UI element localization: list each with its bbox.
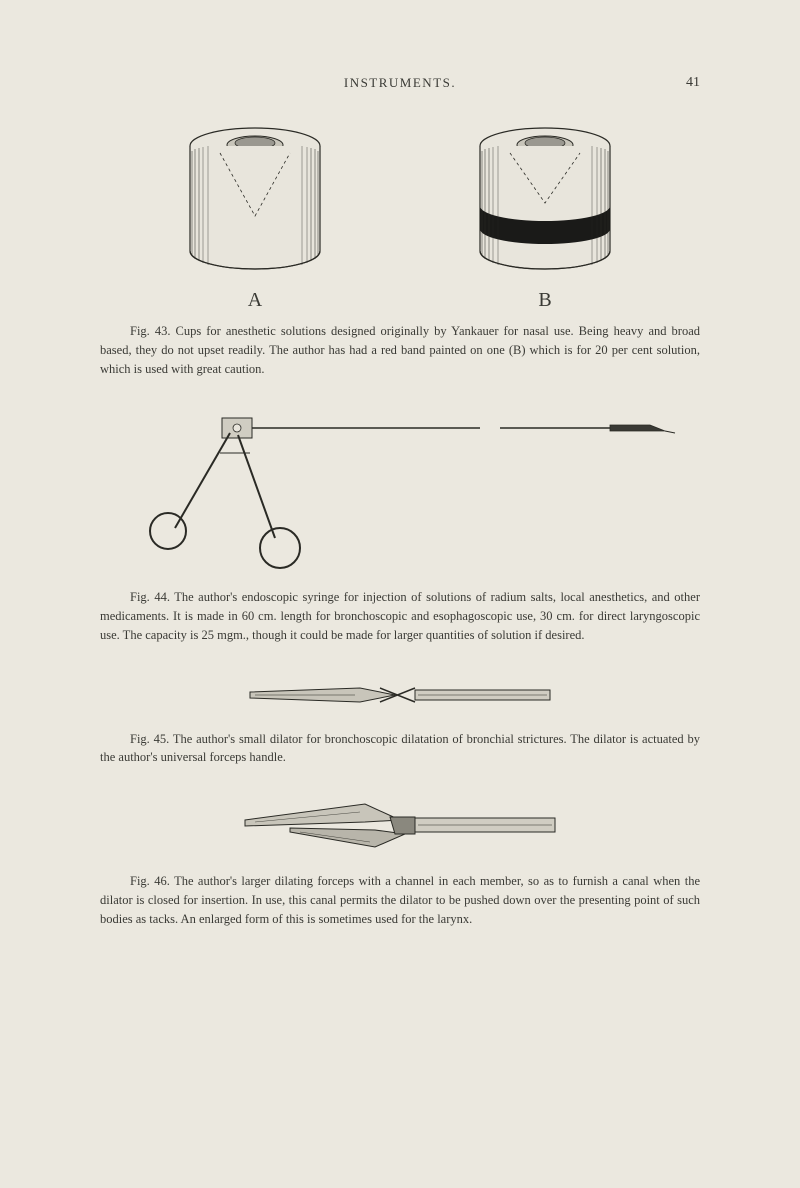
cup-a-label: A <box>248 289 262 312</box>
large-dilator-illustration <box>235 792 565 862</box>
cup-b-illustration <box>455 121 635 281</box>
cup-b-label: B <box>538 289 551 312</box>
page-number: 41 <box>686 75 700 91</box>
cup-a: A <box>165 121 345 312</box>
cup-a-illustration <box>165 121 345 281</box>
caption-44: Fig. 44. The author's endoscopic syringe… <box>100 588 700 644</box>
caption-46: Fig. 46. The author's larger dilating fo… <box>100 872 700 928</box>
header-title: INSTRUMENTS. <box>80 75 720 91</box>
figure-43: A B <box>110 121 690 312</box>
cup-b: B <box>455 121 635 312</box>
figure-45 <box>80 670 720 720</box>
figure-46 <box>80 792 720 862</box>
figure-44 <box>80 403 720 573</box>
syringe-illustration <box>120 403 680 573</box>
caption-45: Fig. 45. The author's small dilator for … <box>100 730 700 768</box>
caption-43: Fig. 43. Cups for anesthetic solutions d… <box>100 322 700 378</box>
small-dilator-illustration <box>240 670 560 720</box>
page-header: INSTRUMENTS. 41 <box>80 75 720 91</box>
